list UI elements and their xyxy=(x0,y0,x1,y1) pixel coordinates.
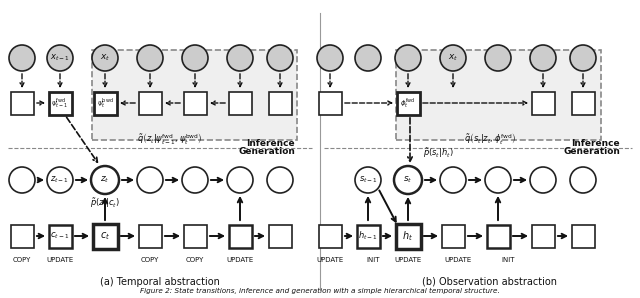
Circle shape xyxy=(440,167,466,193)
Text: COPY: COPY xyxy=(186,257,204,263)
Bar xyxy=(184,91,207,114)
Bar xyxy=(486,224,509,248)
Bar xyxy=(49,91,72,114)
Bar xyxy=(396,224,420,249)
Circle shape xyxy=(47,45,73,71)
Text: $\tilde{p}\left(z_t|c_t\right)$: $\tilde{p}\left(z_t|c_t\right)$ xyxy=(90,196,120,210)
Text: $s_{t-1}$: $s_{t-1}$ xyxy=(358,175,378,185)
Text: $\psi^{\mathrm{fwd}}_{t-1}$: $\psi^{\mathrm{fwd}}_{t-1}$ xyxy=(51,96,68,110)
Text: $\tilde{q}\left(s_t|z_t,\phi^{\mathrm{fwd}}_t\right)$: $\tilde{q}\left(s_t|z_t,\phi^{\mathrm{fw… xyxy=(464,131,516,146)
Text: Generation: Generation xyxy=(563,148,620,156)
Circle shape xyxy=(137,167,163,193)
Text: $s_t$: $s_t$ xyxy=(403,175,413,185)
Bar xyxy=(184,224,207,248)
Text: $c_{t-1}$: $c_{t-1}$ xyxy=(51,231,70,241)
Text: (b) Observation abstraction: (b) Observation abstraction xyxy=(422,277,557,287)
Text: $\phi^{\mathrm{fwd}}_{t}$: $\phi^{\mathrm{fwd}}_{t}$ xyxy=(400,96,416,110)
Bar xyxy=(531,91,554,114)
Text: $x_{t-1}$: $x_{t-1}$ xyxy=(50,53,70,63)
Text: $\tilde{q}\left(z_t|\psi^{\mathrm{fwd}}_{t-1},\psi^{\mathrm{bwd}}_t\right)$: $\tilde{q}\left(z_t|\psi^{\mathrm{fwd}}_… xyxy=(138,131,203,146)
Text: UPDATE: UPDATE xyxy=(316,257,344,263)
Circle shape xyxy=(530,167,556,193)
Circle shape xyxy=(92,45,118,71)
Text: Generation: Generation xyxy=(238,148,295,156)
Bar xyxy=(49,224,72,248)
Bar xyxy=(269,224,291,248)
Text: UPDATE: UPDATE xyxy=(394,257,422,263)
Bar xyxy=(269,91,291,114)
Text: $z_{t-1}$: $z_{t-1}$ xyxy=(51,175,70,185)
Text: UPDATE: UPDATE xyxy=(444,257,472,263)
Text: $h_{t-1}$: $h_{t-1}$ xyxy=(358,230,378,242)
Bar xyxy=(228,224,252,248)
Circle shape xyxy=(317,45,343,71)
Text: $\tilde{p}\left(s_t|h_t\right)$: $\tilde{p}\left(s_t|h_t\right)$ xyxy=(422,146,453,160)
Text: INIT: INIT xyxy=(501,257,515,263)
Circle shape xyxy=(570,167,596,193)
Circle shape xyxy=(9,167,35,193)
Bar xyxy=(531,224,554,248)
Circle shape xyxy=(227,45,253,71)
Text: $h_t$: $h_t$ xyxy=(403,229,413,243)
Bar xyxy=(356,224,380,248)
Text: $\psi^{\mathrm{bwd}}_{t}$: $\psi^{\mathrm{bwd}}_{t}$ xyxy=(97,96,113,110)
Circle shape xyxy=(395,45,421,71)
Circle shape xyxy=(394,166,422,194)
Circle shape xyxy=(267,45,293,71)
Circle shape xyxy=(227,167,253,193)
Circle shape xyxy=(355,45,381,71)
Text: COPY: COPY xyxy=(141,257,159,263)
Circle shape xyxy=(9,45,35,71)
Bar xyxy=(93,224,118,249)
Bar xyxy=(319,224,342,248)
Circle shape xyxy=(570,45,596,71)
Circle shape xyxy=(485,45,511,71)
Bar xyxy=(10,224,33,248)
Text: $c_t$: $c_t$ xyxy=(100,230,110,242)
Text: Inference: Inference xyxy=(246,139,295,148)
Text: INIT: INIT xyxy=(366,257,380,263)
Bar xyxy=(442,224,465,248)
Text: UPDATE: UPDATE xyxy=(227,257,253,263)
Text: $x_t$: $x_t$ xyxy=(100,53,110,63)
Circle shape xyxy=(47,167,73,193)
Text: (a) Temporal abstraction: (a) Temporal abstraction xyxy=(100,277,220,287)
Bar xyxy=(93,91,116,114)
FancyBboxPatch shape xyxy=(92,50,297,140)
Circle shape xyxy=(91,166,119,194)
Text: COPY: COPY xyxy=(13,257,31,263)
Circle shape xyxy=(355,167,381,193)
Text: $z_t$: $z_t$ xyxy=(100,175,109,185)
Bar xyxy=(10,91,33,114)
Text: UPDATE: UPDATE xyxy=(46,257,74,263)
Circle shape xyxy=(267,167,293,193)
Circle shape xyxy=(530,45,556,71)
Circle shape xyxy=(182,45,208,71)
Bar xyxy=(228,91,252,114)
Circle shape xyxy=(182,167,208,193)
Bar xyxy=(572,91,595,114)
FancyBboxPatch shape xyxy=(396,50,601,140)
Text: $x_t$: $x_t$ xyxy=(448,53,458,63)
Circle shape xyxy=(440,45,466,71)
Bar xyxy=(319,91,342,114)
Circle shape xyxy=(137,45,163,71)
Text: Figure 2: State transitions, inference and generation with a simple hierarchical: Figure 2: State transitions, inference a… xyxy=(140,288,500,294)
Bar xyxy=(397,91,419,114)
Text: Inference: Inference xyxy=(572,139,620,148)
Bar xyxy=(138,91,161,114)
Bar xyxy=(572,224,595,248)
Circle shape xyxy=(485,167,511,193)
Bar xyxy=(138,224,161,248)
